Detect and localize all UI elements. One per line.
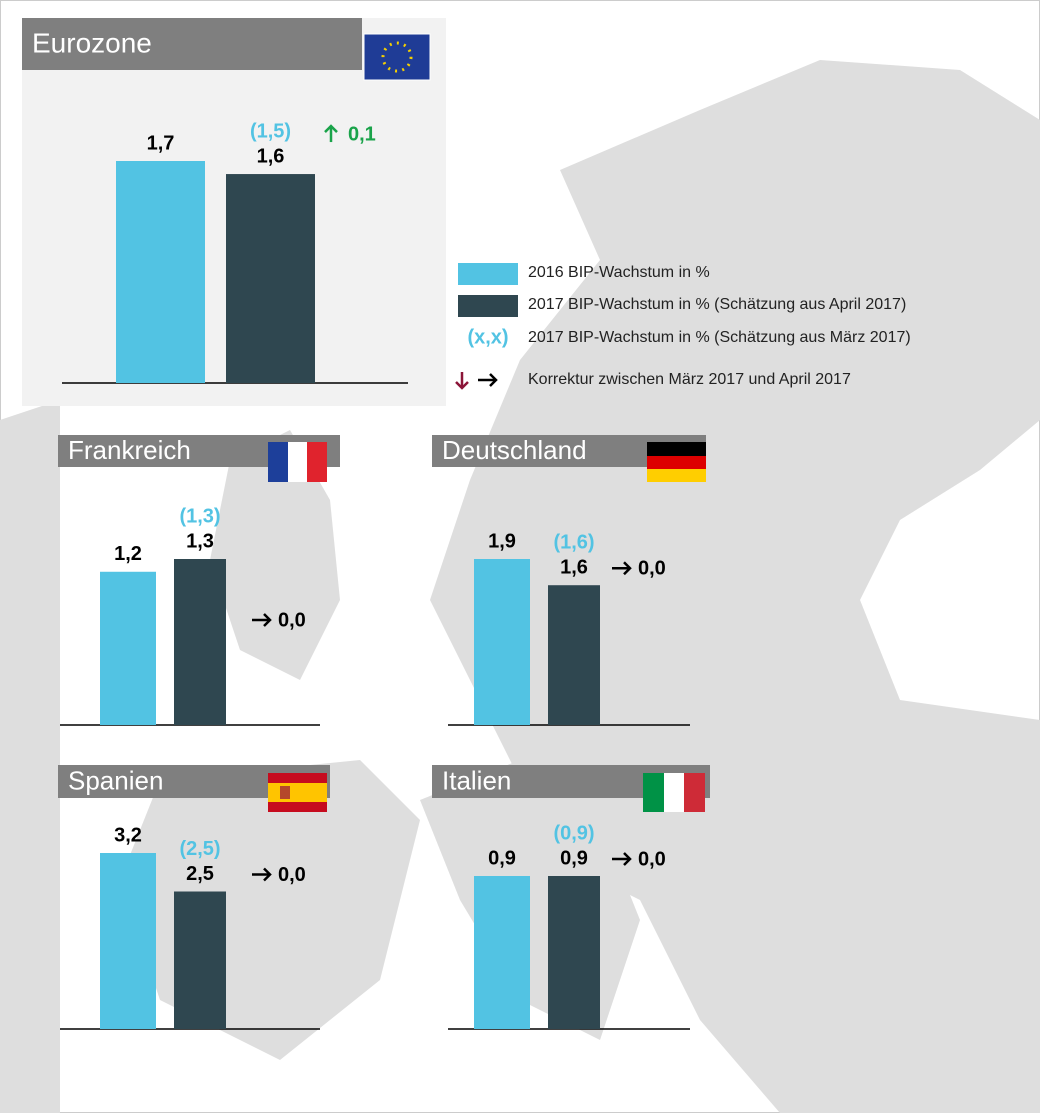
panel-title: Spanien <box>68 765 163 795</box>
legend-label: 2017 BIP-Wachstum in % (Schätzung aus Ap… <box>528 296 906 313</box>
march-estimate-label: (1,3) <box>179 505 220 527</box>
es-flag <box>268 773 327 812</box>
value-label: 1,6 <box>257 145 285 167</box>
value-label: 2,5 <box>186 863 214 885</box>
bar <box>226 174 315 383</box>
panel-title: Frankreich <box>68 435 191 465</box>
revision-label: 0,0 <box>278 864 306 886</box>
fr-flag <box>268 442 327 482</box>
bar <box>548 585 600 725</box>
value-label: 1,6 <box>560 556 588 578</box>
bar <box>116 161 205 383</box>
panel-title: Deutschland <box>442 435 587 465</box>
value-label: 0,9 <box>560 847 588 869</box>
eu-stars <box>381 41 413 73</box>
legend-symbol: (x,x) <box>467 326 508 348</box>
revision-arrow <box>612 852 632 866</box>
march-estimate-label: (1,6) <box>553 531 594 553</box>
legend-swatch <box>458 295 518 317</box>
value-label: 1,3 <box>186 530 214 552</box>
bar <box>548 876 600 1029</box>
arrow-head <box>324 124 338 133</box>
panel-header <box>22 18 362 70</box>
value-label: 1,7 <box>147 132 175 154</box>
revision-label: 0,0 <box>278 609 306 631</box>
value-label: 0,9 <box>488 847 516 869</box>
legend-label: 2017 BIP-Wachstum in % (Schätzung aus Mä… <box>528 329 911 346</box>
it-flag <box>643 773 705 812</box>
eu-flag <box>363 33 431 81</box>
legend-swatch <box>458 263 518 285</box>
bar <box>174 891 226 1029</box>
value-label: 1,2 <box>114 543 142 565</box>
march-estimate-label: (0,9) <box>553 822 594 844</box>
country-chart: Eurozone 1,7 1,6 (1,5) 0,1 <box>22 18 408 384</box>
panel-title: Italien <box>442 765 511 795</box>
march-estimate-label: (2,5) <box>179 838 220 860</box>
de-flag <box>647 442 706 482</box>
down-arrow-icon <box>455 372 469 390</box>
right-arrow-icon <box>478 373 498 387</box>
bar <box>474 559 530 725</box>
country-chart: Spanien 3,2 2,5 (2,5) 0,0 <box>58 765 330 1030</box>
revision-arrow <box>252 867 272 882</box>
revision-arrow <box>324 124 338 143</box>
revision-label: 0,0 <box>638 848 666 870</box>
arrow-head <box>623 852 632 866</box>
revision-arrow <box>252 613 272 627</box>
bar <box>100 853 156 1029</box>
bar <box>474 876 530 1029</box>
panel-title: Eurozone <box>32 27 152 58</box>
value-label: 3,2 <box>114 824 142 846</box>
arrow-head <box>263 613 272 627</box>
legend-label: Korrektur zwischen März 2017 und April 2… <box>528 371 851 388</box>
country-chart: Italien 0,9 0,9 (0,9) 0,0 <box>432 765 710 1030</box>
revision-label: 0,1 <box>348 123 376 145</box>
march-estimate-label: (1,5) <box>250 120 291 142</box>
bar <box>174 559 226 725</box>
map-background <box>0 60 1040 1113</box>
legend: 2016 BIP-Wachstum in % 2017 BIP-Wachstum… <box>455 263 911 390</box>
bar <box>100 571 156 725</box>
legend-label: 2016 BIP-Wachstum in % <box>528 264 710 281</box>
value-label: 1,9 <box>488 530 516 552</box>
arrow-head <box>263 867 272 882</box>
arrow-head <box>623 561 632 576</box>
revision-label: 0,0 <box>638 557 666 579</box>
revision-arrow <box>612 561 632 576</box>
